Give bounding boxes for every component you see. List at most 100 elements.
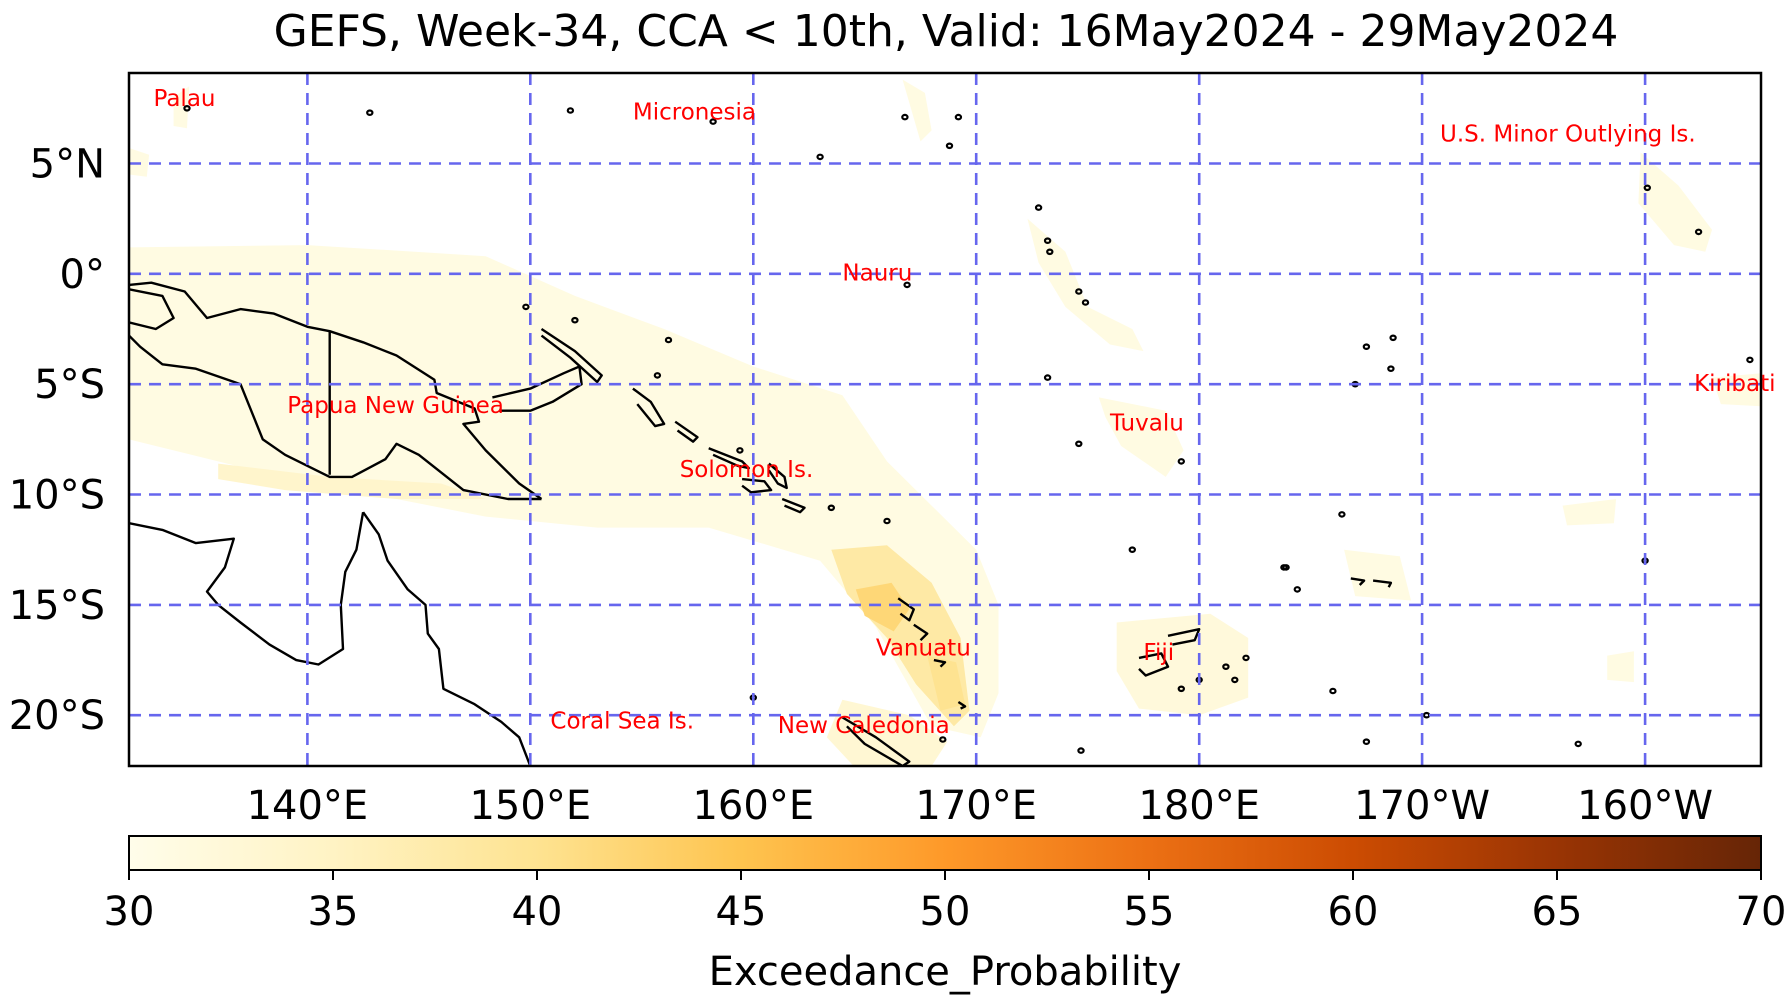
island-marker (1242, 654, 1250, 662)
island-marker (709, 118, 717, 125)
island-marker (183, 105, 191, 112)
lon-tick-label: 180°E (1138, 783, 1260, 829)
island-marker (1293, 586, 1302, 593)
coast-bird-head (129, 288, 175, 331)
prob-region-line-islands (1638, 152, 1712, 252)
island-marker (1338, 511, 1346, 518)
lat-tick-label: 10°S (9, 473, 105, 519)
island-marker (1046, 248, 1054, 256)
island-marker (1177, 685, 1186, 693)
island-marker (901, 113, 909, 121)
island-marker (1177, 458, 1186, 465)
coast-new-britain (492, 365, 583, 412)
map-panel: Palau Micronesia U.S. Minor Outlying Is. Na… (9, 71, 1776, 829)
island-marker (522, 303, 530, 311)
lat-tick-label: 15°S (9, 583, 105, 629)
coast-samoa (1372, 579, 1393, 588)
coast-vanuatu-espiritu (897, 597, 915, 622)
lon-tick-label: 160°W (1577, 783, 1713, 829)
map-title: GEFS, Week-34, CCA < 10th, Valid: 16May2… (274, 6, 1619, 57)
island-marker (1362, 343, 1371, 351)
country-label-papua-new-guinea: Papua New Guinea (287, 393, 504, 419)
island-marker (939, 736, 947, 743)
island-marker (1231, 676, 1239, 684)
lat-tick-label: 5°N (30, 142, 105, 188)
coast-arnhem-land (129, 522, 236, 606)
country-label-vanuatu: Vanuatu (876, 636, 971, 662)
coast-malaita (767, 462, 788, 490)
island-marker (1329, 687, 1337, 695)
prob-region-fiji (1116, 613, 1249, 716)
prob-region-vanuatu-south (927, 655, 966, 711)
colorbar-tick-label: 50 (920, 889, 971, 935)
colorbar: 30 35 40 45 50 55 60 65 70 Exceedance_Probabilit… (104, 835, 1787, 995)
colorbar-gradient (128, 835, 1762, 871)
island-marker (1081, 299, 1090, 306)
country-label-tuvalu: Tuvalu (1109, 411, 1184, 437)
island-marker (1389, 334, 1397, 342)
island-marker (1043, 237, 1052, 245)
country-label-new-caledonia: New Caledonia (778, 713, 950, 739)
coast-australia-east (362, 511, 532, 766)
country-label-u-s-minor-outlying-is: U.S. Minor Outlying Is. (1440, 121, 1696, 147)
prob-region-kiribati-east (1712, 373, 1761, 407)
country-label-palau: Palau (154, 86, 216, 112)
lon-tick-label: 150°E (469, 783, 591, 829)
colorbar-tick-label: 65 (1532, 889, 1583, 935)
island-marker (816, 153, 824, 161)
colorbar-tick-label: 70 (1736, 889, 1787, 935)
prob-region-vanuatu-peak (855, 582, 910, 632)
colorbar-label: Exceedance_Probability (709, 949, 1182, 995)
colorbar-tick-label: 35 (308, 889, 359, 935)
coast-new-guinea-south (129, 334, 542, 501)
coast-santa-isabel (708, 447, 750, 470)
country-label-coral-sea-is: Coral Sea Is. (550, 709, 694, 735)
prob-region-png-south-coast (218, 463, 486, 499)
island-marker (1387, 365, 1395, 373)
latitude-tick-labels: 5°N 0° 5°S 10°S 15°S 20°S (9, 142, 105, 740)
colorbar-tick-label: 55 (1124, 889, 1175, 935)
island-marker (1643, 184, 1652, 192)
island-marker (664, 336, 673, 344)
coast-wallis (1350, 577, 1366, 586)
lon-tick-label: 170°E (915, 783, 1037, 829)
island-marker (736, 447, 744, 454)
coast-new-caledonia-coast (841, 716, 911, 766)
prob-region-png-solomons-band (129, 245, 999, 738)
prob-region-tonga-north (1344, 549, 1411, 601)
island-marker (903, 281, 911, 289)
coast-vanuatu-tanna (957, 700, 967, 710)
colorbar-tick-label: 60 (1328, 889, 1379, 935)
island-marker (1075, 440, 1083, 448)
island-marker (1694, 228, 1703, 236)
island-marker (1362, 738, 1371, 746)
coast-new-ireland (540, 327, 603, 384)
country-label-solomon-is: Solomon Is. (680, 457, 814, 483)
island-marker (1075, 288, 1083, 295)
island-marker (1746, 356, 1754, 364)
small-islands (183, 105, 1754, 754)
island-marker (1282, 564, 1290, 571)
lon-tick-label: 140°E (247, 783, 369, 829)
lat-tick-label: 5°S (34, 362, 105, 408)
island-marker (1077, 747, 1085, 754)
island-marker (1574, 740, 1582, 748)
coast-vanuatu-malekula (913, 623, 929, 642)
island-marker (571, 316, 579, 324)
colorbar-tick-label: 45 (716, 889, 767, 935)
prob-region-micronesia-east (902, 79, 932, 142)
island-marker (945, 142, 954, 150)
island-marker (1034, 204, 1043, 211)
coast-bougainville (632, 387, 666, 428)
island-marker (366, 109, 374, 117)
country-label-micronesia: Micronesia (633, 99, 756, 125)
country-label-kiribati: Kiribati (1694, 371, 1775, 397)
coast-viti-levu (1138, 652, 1170, 677)
coast-guadalcanal (741, 477, 773, 494)
probability-shading (129, 79, 1761, 766)
colorbar-tick-label: 30 (104, 889, 155, 935)
colorbar-ticks: 30 35 40 45 50 55 60 65 70 (104, 870, 1787, 935)
island-marker (1222, 663, 1230, 671)
coast-australia-york (217, 511, 365, 666)
